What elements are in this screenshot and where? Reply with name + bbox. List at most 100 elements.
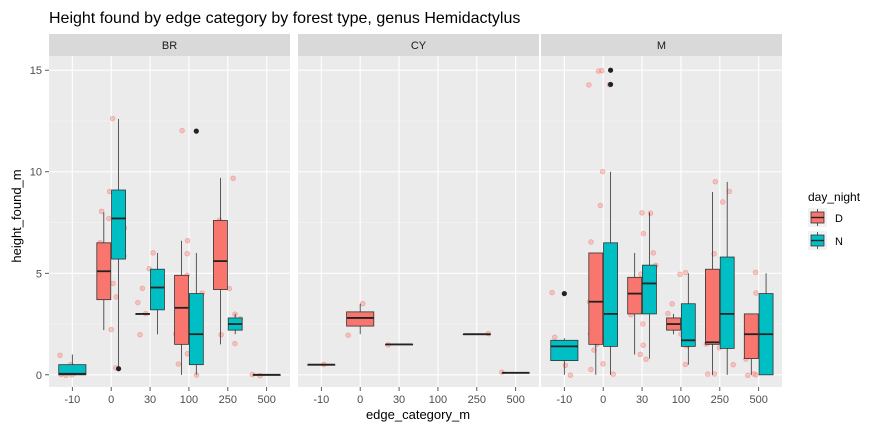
box-body	[642, 264, 657, 315]
box-250-N	[227, 313, 243, 335]
y-tick-label: 10	[30, 167, 42, 179]
box-0-N	[603, 67, 618, 375]
x-tick-label: 500	[506, 394, 524, 406]
box-body	[346, 311, 375, 327]
box--10-N	[58, 354, 87, 376]
box-body	[150, 268, 165, 311]
jitter-point	[113, 294, 119, 300]
jitter-point	[640, 321, 646, 327]
box-250-D	[462, 333, 491, 336]
x-tick-label: 500	[257, 394, 275, 406]
jitter-point	[745, 372, 751, 378]
box-body	[188, 293, 204, 366]
box-30-D	[627, 252, 643, 355]
box-250-D	[705, 192, 720, 375]
jitter-point	[711, 371, 718, 377]
y-tick-label: 5	[36, 268, 42, 280]
box-0-D	[96, 212, 112, 331]
legend-label: D	[835, 213, 843, 225]
panel-background	[49, 56, 290, 387]
panel-background	[541, 56, 782, 387]
outlier-point	[607, 67, 614, 73]
y-tick-label: 0	[36, 370, 42, 382]
y-axis-title: height_found_m	[9, 169, 24, 262]
jitter-point	[752, 269, 759, 275]
x-tick-label: 30	[144, 394, 156, 406]
jitter-point	[669, 301, 675, 307]
box-250-D	[213, 177, 228, 345]
strip-M	[541, 34, 782, 56]
facet-M: M -10 0 30 100 250 500	[541, 34, 782, 406]
jitter-point	[639, 210, 645, 216]
x-tick-label: 30	[636, 394, 648, 406]
box-100-N	[680, 273, 696, 365]
y-tick-label: 15	[30, 65, 42, 77]
jitter-point	[109, 115, 116, 122]
box-body	[603, 242, 618, 347]
y-axis: 0 5 10 15	[30, 65, 49, 382]
jitter-point	[360, 301, 366, 307]
x-tick-label: 500	[749, 394, 767, 406]
jitter-point	[232, 340, 238, 347]
box-100-N	[188, 128, 204, 375]
box-100-D	[666, 313, 681, 335]
jitter-point	[179, 127, 185, 134]
jitter-point	[753, 290, 759, 296]
x-tick-label: 0	[357, 394, 363, 406]
chart-title: Height found by edge category by forest …	[49, 10, 520, 27]
x-tick-label: 100	[672, 394, 690, 406]
outlier-point	[607, 81, 614, 88]
jitter-point	[108, 326, 114, 333]
box-body	[174, 274, 189, 345]
strip-BR	[49, 34, 290, 56]
box--10-D	[307, 363, 336, 366]
box-body	[550, 339, 579, 362]
jitter-point	[640, 230, 647, 237]
jitter-point	[600, 361, 606, 367]
jitter-point	[610, 371, 616, 377]
jitter-point	[682, 361, 689, 368]
x-tick-label: 250	[468, 394, 486, 406]
jitter-point	[184, 238, 191, 244]
legend-item-D: D	[808, 208, 843, 227]
jitter-point	[588, 366, 594, 373]
jitter-point	[549, 289, 555, 296]
jitter-point	[750, 371, 757, 377]
box-body	[719, 256, 735, 349]
x-tick-label: 250	[711, 394, 729, 406]
jitter-point	[562, 362, 569, 368]
jitter-point	[345, 332, 351, 338]
outlier-point	[115, 366, 122, 372]
jitter-point	[704, 371, 711, 377]
facet-CY: CY -10 0 30 100 250 500	[298, 34, 539, 406]
box-body	[58, 364, 87, 376]
jitter-point	[98, 208, 105, 215]
x-tick-label: -10	[313, 394, 329, 406]
strip-label: BR	[162, 40, 177, 52]
box-body	[743, 313, 759, 359]
box-body	[213, 220, 228, 290]
jitter-point	[591, 347, 597, 353]
jitter-point	[139, 285, 146, 291]
x-tick-label: 250	[219, 394, 237, 406]
box-30-N	[642, 212, 657, 359]
legend-title: day_night	[808, 190, 861, 204]
outlier-point	[561, 290, 567, 297]
jitter-point	[106, 215, 112, 222]
box-body	[588, 252, 604, 345]
box-body	[680, 303, 696, 347]
box-body	[705, 268, 720, 345]
jitter-point	[712, 179, 718, 185]
box-0-D	[346, 303, 375, 335]
jitter-point	[650, 250, 656, 256]
box-body	[627, 276, 643, 315]
x-axis-title: edge_category_m	[366, 407, 470, 422]
x-tick-label: -10	[556, 394, 572, 406]
facet-BR: BR -10 0 30 100 250 500	[49, 34, 290, 406]
strip-label: CY	[411, 40, 427, 52]
jitter-point	[640, 342, 646, 348]
x-tick-label: 0	[600, 394, 606, 406]
x-tick-label: -10	[64, 394, 80, 406]
